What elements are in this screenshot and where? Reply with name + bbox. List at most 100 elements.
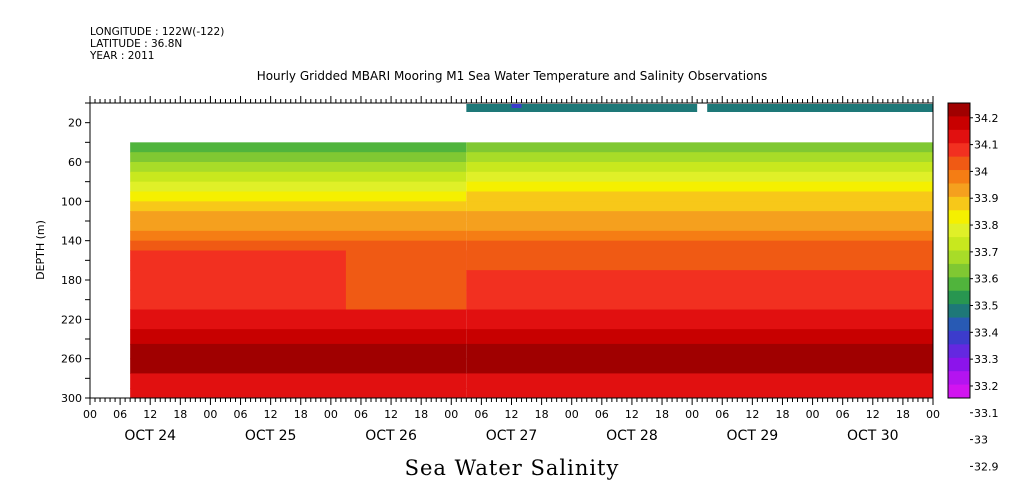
x-day-label: OCT 28 — [606, 428, 658, 444]
contour-band-late — [466, 171, 933, 183]
y-tick-label: 260 — [61, 353, 82, 366]
contour-band-late — [466, 142, 933, 153]
contour-band-late — [466, 373, 933, 389]
x-hour-label: 18 — [535, 408, 549, 421]
x-hour-label: 06 — [234, 408, 248, 421]
colorbar-label: 33 — [974, 434, 988, 447]
salinity-contours — [130, 142, 933, 399]
contour-band-early — [130, 329, 467, 345]
x-hour-label: 12 — [745, 408, 759, 421]
colorbar-label: 33.6 — [974, 273, 999, 286]
x-hour-label: 06 — [354, 408, 368, 421]
x-hour-label: 12 — [505, 408, 519, 421]
longitude-label: LONGITUDE : 122W(-122) — [90, 26, 224, 38]
colorbar-label: 34.2 — [974, 112, 999, 125]
contour-band-early — [130, 201, 467, 212]
colorbar-swatch — [948, 371, 970, 385]
x-hour-label: 00 — [806, 408, 820, 421]
contour-band-early — [130, 211, 467, 222]
contour-band-early — [130, 142, 467, 153]
x-hour-label: 00 — [203, 408, 217, 421]
x-hour-label: 18 — [294, 408, 308, 421]
surface-strip-detail — [511, 104, 522, 108]
x-axis-ticks — [89, 96, 934, 405]
y-tick-label: 180 — [61, 274, 82, 287]
contour-band-late — [466, 152, 933, 163]
colorbar-swatch — [948, 156, 970, 171]
x-hour-labels: 00 06 12 18 00 06 12 18 00 06 12 18 00 06 12 18 00 06 12 18… — [83, 408, 940, 421]
colorbar-swatch — [948, 357, 970, 372]
colorbar-label: 33.4 — [974, 326, 999, 339]
colorbar-swatch — [948, 330, 970, 345]
colorbar-swatch — [948, 116, 970, 131]
x-hour-label: 06 — [715, 408, 729, 421]
colorbar-swatch — [948, 196, 970, 211]
colorbar-label: 33.5 — [974, 300, 999, 313]
contour-band-late — [466, 162, 933, 173]
colorbar-swatch — [948, 344, 970, 359]
x-day-label: OCT 29 — [727, 428, 779, 444]
x-hour-label: 12 — [264, 408, 278, 421]
x-hour-label: 00 — [565, 408, 579, 421]
contour-band-late — [466, 343, 933, 360]
contour-band-late — [466, 191, 933, 202]
surface-strip — [466, 104, 698, 112]
colorbar-swatch — [948, 317, 970, 332]
x-hour-label: 00 — [685, 408, 699, 421]
surface-observations — [466, 104, 933, 112]
colorbar-swatch — [948, 129, 970, 144]
contour-band-late — [466, 240, 933, 251]
x-day-label: OCT 26 — [365, 428, 417, 444]
x-hour-label: 06 — [595, 408, 609, 421]
contour-band-late — [466, 230, 933, 242]
y-tick-label: 60 — [68, 156, 82, 169]
y-tick-label: 100 — [61, 195, 82, 208]
surface-strip — [707, 104, 933, 112]
colorbar-frame — [947, 102, 971, 399]
x-day-label: OCT 30 — [847, 428, 899, 444]
x-day-labels: OCT 24 OCT 25 OCT 26 OCT 27 OCT 28 OCT 29 OCT … — [124, 428, 898, 444]
x-hour-label: 00 — [444, 408, 458, 421]
contour-band-early — [130, 358, 467, 374]
colorbar-label: 33.7 — [974, 246, 999, 259]
colorbar-swatch — [948, 237, 970, 251]
x-hour-label: 06 — [113, 408, 127, 421]
contour-band-early — [130, 191, 467, 202]
colorbar-swatch — [948, 304, 970, 318]
colorbar-swatch — [948, 210, 970, 225]
x-hour-label: 18 — [655, 408, 669, 421]
y-tick-label: 140 — [61, 235, 82, 248]
contour-band-late — [466, 250, 933, 271]
colorbar-swatch — [948, 290, 970, 305]
colorbar-swatch — [948, 223, 970, 238]
colorbar-label: 33.9 — [974, 192, 999, 205]
colorbar-swatch — [948, 170, 970, 184]
x-hour-label: 18 — [173, 408, 187, 421]
contour-band-late — [466, 201, 933, 212]
colorbar-label: 34.1 — [974, 139, 999, 152]
x-hour-label: 06 — [836, 408, 850, 421]
x-hour-label: 06 — [474, 408, 488, 421]
contour-band-late — [466, 270, 933, 291]
contour-band-late — [466, 221, 933, 232]
chart-title: Hourly Gridded MBARI Mooring M1 Sea Wate… — [257, 69, 768, 83]
y-axis-ticks: 20 60 100 140 180 220 260 300 — [61, 102, 90, 405]
contour-band-late — [466, 289, 933, 310]
contour-band-late — [466, 309, 933, 330]
contour-band-early — [130, 162, 467, 173]
year-label: YEAR : 2011 — [89, 50, 154, 62]
x-hour-label: 12 — [143, 408, 157, 421]
contour-band-late — [466, 211, 933, 222]
colorbar-label: 33.2 — [974, 380, 999, 393]
x-hour-label: 12 — [866, 408, 880, 421]
contour-band-late — [466, 388, 933, 399]
x-day-label: OCT 25 — [245, 428, 297, 444]
contour-band-late — [466, 329, 933, 345]
y-tick-label: 300 — [61, 392, 82, 405]
colorbar: 34.2 34.1 34 33.9 33.8 33.7 33.6 33.5 33.4 33.3 33… — [947, 102, 999, 473]
x-hour-label: 18 — [896, 408, 910, 421]
y-tick-label: 20 — [68, 117, 82, 130]
x-hour-label: 12 — [625, 408, 639, 421]
contour-band-early — [130, 309, 467, 330]
contour-band-early — [130, 373, 467, 389]
